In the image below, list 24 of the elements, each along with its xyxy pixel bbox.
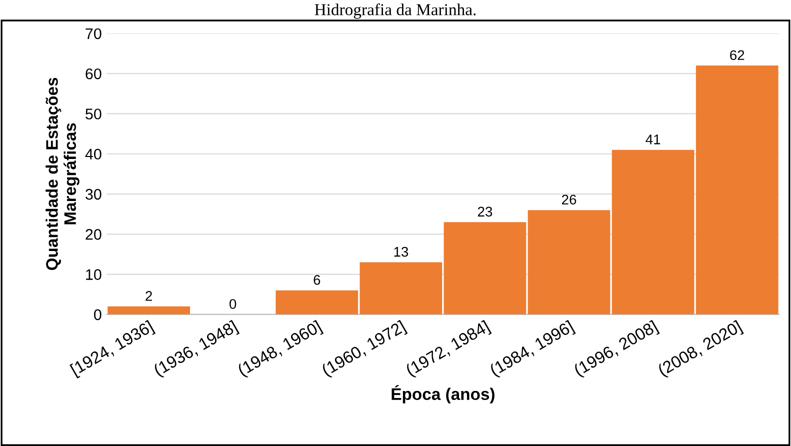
y-tick-label: 10 (86, 269, 102, 280)
bar (276, 290, 358, 314)
bar (528, 210, 610, 314)
y-tick-label: 70 (86, 28, 102, 40)
bar (444, 222, 526, 314)
data-label: 0 (230, 299, 236, 309)
y-axis-title: Quantidade de Estações Maregráficas (46, 78, 80, 270)
data-label: 41 (646, 134, 660, 144)
y-tick-label: 50 (86, 108, 102, 120)
y-tick-label: 20 (86, 229, 102, 240)
data-label: 2 (146, 291, 152, 301)
data-label: 6 (314, 274, 320, 285)
x-axis-title: Época (anos) (392, 385, 494, 404)
y-tick-label: 60 (86, 68, 102, 80)
bar (360, 262, 442, 314)
y-tick-label: 40 (85, 148, 102, 160)
data-label: 23 (478, 206, 492, 217)
data-label: 26 (562, 194, 576, 205)
y-tick-label: 0 (94, 309, 102, 320)
bar (108, 306, 190, 314)
y-tick-label: 30 (86, 188, 102, 200)
data-label: 62 (730, 50, 744, 60)
data-label: 13 (394, 246, 408, 257)
chart-title: Hidrografia da Marinha. (314, 3, 476, 19)
